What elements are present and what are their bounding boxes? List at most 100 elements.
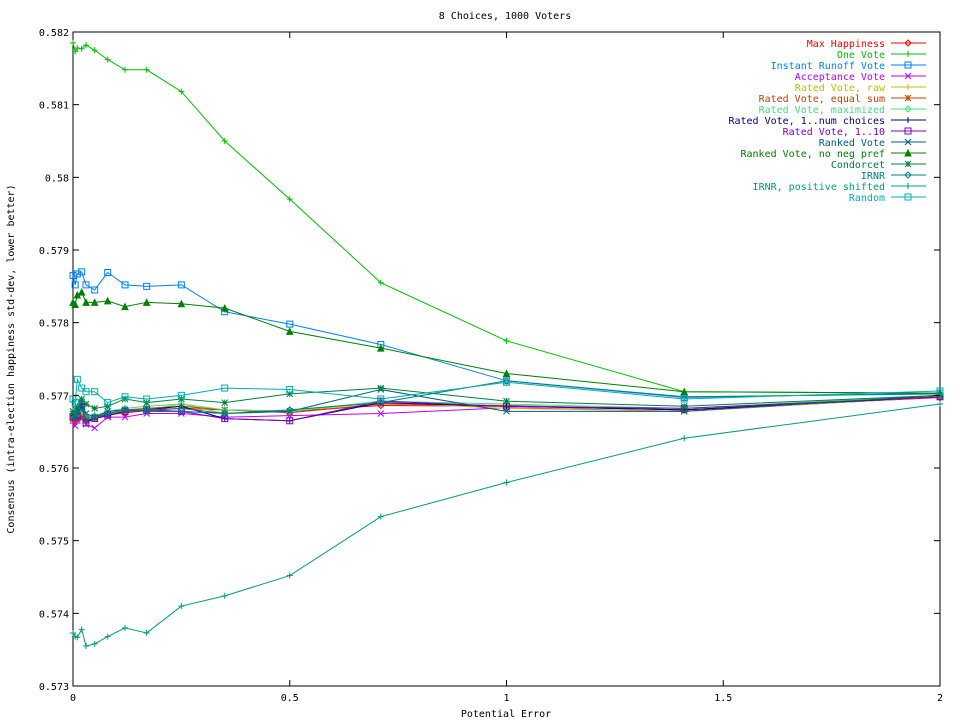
legend-label: Rated Vote, 1..10 <box>783 127 885 138</box>
data-point <box>103 409 112 418</box>
data-point <box>680 402 688 410</box>
data-point <box>143 282 151 290</box>
legend-item: IRNR, positive shifted <box>753 182 926 193</box>
data-point <box>121 413 129 421</box>
data-point <box>104 399 112 407</box>
x-axis-label: Potential Error <box>461 709 551 720</box>
y-tick-label: 0.573 <box>39 682 69 693</box>
data-point <box>221 592 228 599</box>
data-point <box>122 66 129 73</box>
data-point <box>82 281 90 289</box>
data-point <box>69 271 77 279</box>
data-point <box>122 624 129 631</box>
legend-label: Acceptance Vote <box>795 72 885 83</box>
series <box>69 375 944 407</box>
data-point <box>936 390 944 398</box>
x-axis: 0 0.5 1 1.5 2 <box>70 32 943 704</box>
x-tick-label: 2 <box>937 693 943 704</box>
data-point <box>286 417 294 425</box>
data-point <box>502 377 511 385</box>
data-point <box>905 117 911 123</box>
data-point <box>71 422 79 430</box>
data-point <box>904 72 912 80</box>
data-point <box>70 39 76 46</box>
legend-label: IRNR, positive shifted <box>753 182 885 193</box>
series-line <box>72 271 941 399</box>
legend-label: One Vote <box>837 50 885 61</box>
data-point <box>104 56 111 63</box>
x-tick-label: 1 <box>503 693 509 704</box>
series-line <box>72 380 941 420</box>
data-point <box>503 337 510 344</box>
data-point <box>74 44 81 51</box>
y-tick-label: 0.579 <box>39 246 69 257</box>
data-point <box>286 390 294 398</box>
data-point <box>78 413 86 421</box>
legend-item: Rated Vote, maximized <box>759 105 926 116</box>
data-point <box>91 286 99 294</box>
data-point <box>681 435 688 442</box>
chart-title: 8 Choices, 1000 Voters <box>439 11 571 22</box>
data-point <box>74 634 81 641</box>
legend-item: Rated Vote, raw <box>795 83 926 94</box>
y-tick-label: 0.58 <box>45 173 69 184</box>
data-point <box>177 299 186 308</box>
data-point <box>73 270 81 278</box>
data-point <box>905 183 911 189</box>
data-point <box>503 378 510 386</box>
legend-label: Rated Vote, 1..num choices <box>728 116 885 127</box>
data-point <box>103 296 112 305</box>
data-point <box>70 629 76 636</box>
data-point <box>69 395 77 403</box>
data-point <box>78 45 85 52</box>
legend-label: Condorcet <box>831 160 885 171</box>
legend-item: Random <box>849 193 926 204</box>
data-point <box>71 281 79 289</box>
data-point <box>220 304 229 312</box>
legend-item: One Vote <box>837 50 926 61</box>
data-point <box>72 48 79 55</box>
legend-item: Rated Vote, 1..num choices <box>728 116 926 127</box>
data-point <box>377 410 385 417</box>
data-point <box>78 395 86 403</box>
legend-item: IRNR <box>861 171 926 182</box>
data-point <box>936 387 944 395</box>
data-point <box>121 281 129 289</box>
data-point <box>286 572 293 579</box>
data-point <box>904 148 912 157</box>
data-point <box>83 42 90 49</box>
y-axis-label: Consensus (intra-election happiness std-… <box>6 184 17 533</box>
data-point <box>73 402 81 410</box>
data-point <box>77 288 86 296</box>
data-point <box>143 399 151 406</box>
data-point <box>121 407 129 415</box>
y-tick-label: 0.577 <box>39 391 69 402</box>
series-line <box>72 377 941 405</box>
data-point <box>904 160 912 168</box>
data-point <box>177 281 185 289</box>
data-point <box>142 406 151 414</box>
legend-label: Instant Runoff Vote <box>771 61 885 72</box>
data-point <box>82 410 90 417</box>
legend-label: Ranked Vote <box>819 138 885 149</box>
legend-label: Ranked Vote, no neg pref <box>741 149 886 160</box>
legend-item: Rated Vote, 1..10 <box>783 127 926 138</box>
data-point <box>286 196 293 203</box>
data-point <box>82 298 90 306</box>
y-tick-label: 0.576 <box>39 464 69 475</box>
data-point <box>177 391 185 399</box>
data-point <box>121 302 129 311</box>
data-point <box>91 388 99 396</box>
data-point <box>502 369 511 378</box>
y-axis: 0.573 0.574 0.575 0.576 0.577 0.578 0.579 0.58 0… <box>39 28 940 693</box>
data-point <box>377 279 384 286</box>
data-point <box>82 400 90 408</box>
legend-label: Max Happiness <box>807 39 885 50</box>
data-point <box>73 412 81 420</box>
series <box>69 288 944 397</box>
data-point <box>503 407 510 415</box>
data-point <box>377 395 385 403</box>
legend-label: Random <box>849 193 885 204</box>
data-point <box>904 39 912 47</box>
